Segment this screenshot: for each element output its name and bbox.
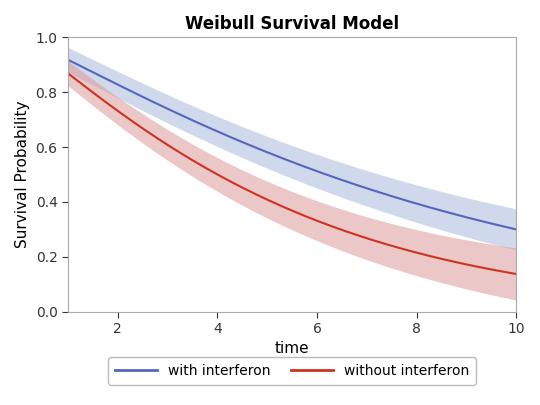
without interferon (242, 187, 249, 192)
without interferon (390, 244, 397, 249)
with interferon (211, 128, 217, 132)
without interferon (65, 71, 71, 76)
with interferon (390, 194, 397, 199)
with interferon (388, 194, 395, 198)
with interferon (242, 141, 249, 146)
with interferon (513, 227, 519, 232)
X-axis label: time: time (275, 341, 309, 356)
Y-axis label: Survival Probability: Survival Probability (15, 101, 30, 248)
Line: with interferon: with interferon (68, 60, 516, 229)
without interferon (513, 272, 519, 277)
Line: without interferon: without interferon (68, 73, 516, 274)
without interferon (211, 170, 217, 175)
with interferon (347, 180, 353, 185)
with interferon (65, 58, 71, 62)
Legend: with interferon, without interferon: with interferon, without interferon (108, 357, 476, 385)
without interferon (119, 111, 125, 116)
without interferon (347, 230, 353, 235)
Title: Weibull Survival Model: Weibull Survival Model (185, 15, 399, 33)
with interferon (119, 84, 125, 89)
without interferon (388, 243, 395, 248)
